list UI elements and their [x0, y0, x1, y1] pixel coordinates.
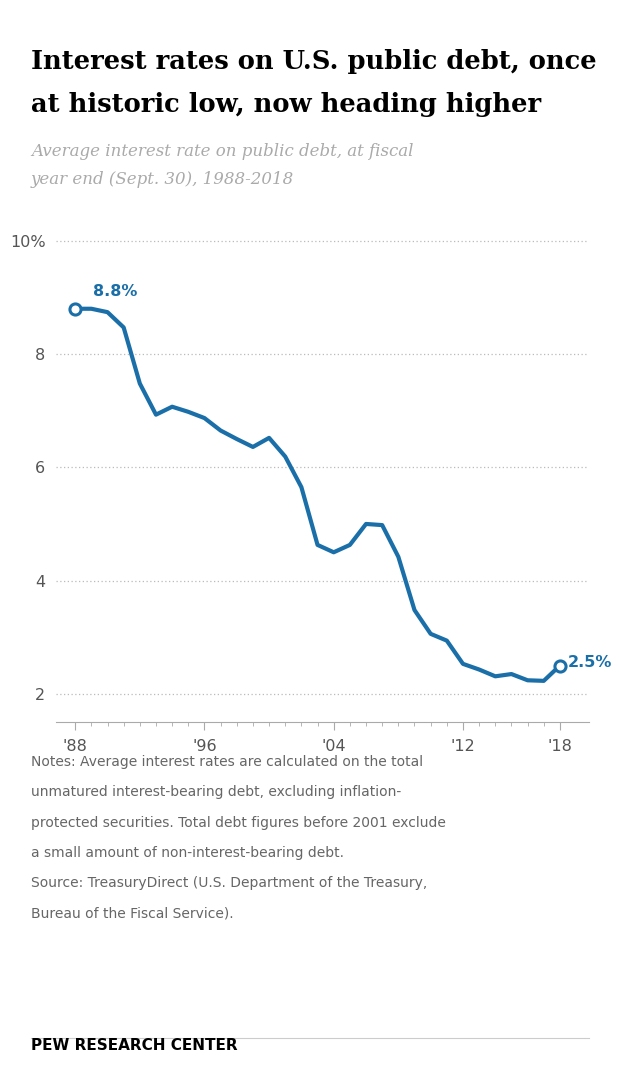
Text: protected securities. Total debt figures before 2001 exclude: protected securities. Total debt figures… — [31, 816, 446, 830]
Text: Source: TreasuryDirect (U.S. Department of the Treasury,: Source: TreasuryDirect (U.S. Department … — [31, 876, 427, 891]
Text: at historic low, now heading higher: at historic low, now heading higher — [31, 92, 541, 117]
Text: Notes: Average interest rates are calculated on the total: Notes: Average interest rates are calcul… — [31, 755, 423, 769]
Text: PEW RESEARCH CENTER: PEW RESEARCH CENTER — [31, 1038, 237, 1053]
Text: year end (Sept. 30), 1988-2018: year end (Sept. 30), 1988-2018 — [31, 171, 294, 188]
Text: 8.8%: 8.8% — [93, 283, 138, 299]
Text: 2.5%: 2.5% — [568, 655, 613, 670]
Text: Average interest rate on public debt, at fiscal: Average interest rate on public debt, at… — [31, 143, 414, 161]
Text: Interest rates on U.S. public debt, once: Interest rates on U.S. public debt, once — [31, 49, 596, 74]
Text: Bureau of the Fiscal Service).: Bureau of the Fiscal Service). — [31, 907, 234, 921]
Text: unmatured interest-bearing debt, excluding inflation-: unmatured interest-bearing debt, excludi… — [31, 785, 401, 799]
Text: a small amount of non-interest-bearing debt.: a small amount of non-interest-bearing d… — [31, 846, 344, 860]
